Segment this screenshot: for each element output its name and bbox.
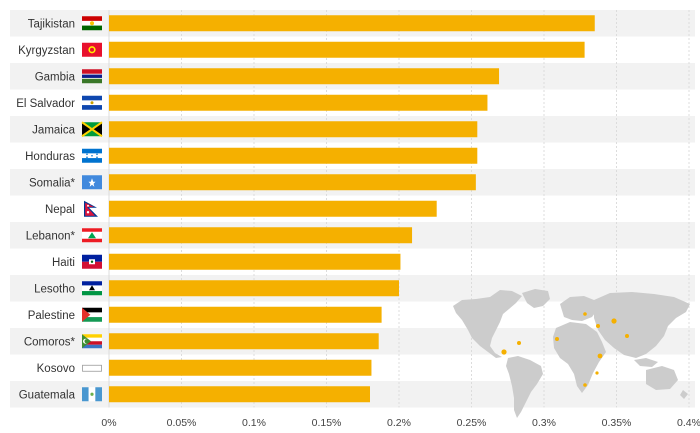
bar <box>109 121 478 138</box>
map-greenland <box>522 289 550 308</box>
bar <box>109 333 379 350</box>
world-map-icon <box>453 289 690 418</box>
bar <box>109 280 399 297</box>
category-label: Tajikistan <box>28 18 75 30</box>
flag-haiti-icon <box>82 254 102 269</box>
x-tick-label: 0.2% <box>387 417 411 429</box>
x-tick-label: 0.35% <box>602 417 632 429</box>
bar <box>109 200 437 217</box>
flag-el-salvador-icon <box>82 95 102 110</box>
category-label: Jamaica <box>32 124 75 136</box>
flag-comoros-icon <box>82 334 102 349</box>
category-label: Guatemala <box>19 389 76 401</box>
flag-lesotho-icon <box>82 281 102 296</box>
map-highlight-gambia <box>555 337 559 341</box>
category-label: Palestine <box>28 310 75 322</box>
flag-kyrgyzstan-icon <box>82 42 102 57</box>
bar <box>109 227 413 244</box>
category-labels: Tajikistan Kyrgyzstan Gambia El Salvador Jam… <box>16 18 75 401</box>
category-label: Kyrgyzstan <box>18 45 75 57</box>
map-highlight-lesotho <box>583 383 587 387</box>
map-highlight-haiti-jamaica <box>517 341 521 345</box>
category-label: Kosovo <box>37 363 75 375</box>
flag-tajikistan-icon <box>82 16 102 31</box>
x-tick-label: 0.3% <box>532 417 556 429</box>
flag-honduras-icon <box>82 148 102 163</box>
map-indonesia <box>634 358 658 367</box>
category-label: Somalia* <box>29 177 76 189</box>
category-label: Lebanon* <box>26 230 76 242</box>
bar <box>109 15 595 32</box>
map-europe <box>560 296 598 321</box>
category-label: Haiti <box>52 257 75 269</box>
bar <box>109 68 500 85</box>
x-tick-label: 0.25% <box>457 417 487 429</box>
x-tick-label: 0.05% <box>167 417 197 429</box>
bar <box>109 306 382 323</box>
flag-guatemala-icon <box>82 387 102 402</box>
bar <box>109 253 401 270</box>
map-highlight-kosovo <box>583 312 587 316</box>
map-new-zealand <box>680 390 688 399</box>
bar <box>109 147 478 164</box>
x-tick-label: 0.1% <box>242 417 266 429</box>
category-label: Gambia <box>35 71 76 83</box>
bars <box>109 15 595 403</box>
map-north-america <box>453 290 522 358</box>
map-highlight-comoros <box>595 371 599 375</box>
category-label: Lesotho <box>34 283 75 295</box>
flag-kosovo-icon <box>82 364 102 372</box>
x-axis-tick-labels: 0% 0.05% 0.1% 0.15% 0.2% 0.25% 0.3% 0.35% 0.4% <box>101 417 700 429</box>
map-highlight-nepal <box>625 334 629 338</box>
bar <box>109 386 370 403</box>
bar <box>109 174 476 191</box>
map-asia <box>594 292 690 358</box>
bar <box>109 359 372 376</box>
category-label: Nepal <box>45 204 75 216</box>
flag-gambia-icon <box>82 69 102 84</box>
flag-nepal-icon <box>84 200 98 217</box>
map-australia <box>646 366 678 390</box>
category-label: Comoros* <box>24 336 76 348</box>
flag-palestine-icon <box>82 307 102 322</box>
bar <box>109 94 488 111</box>
category-label: El Salvador <box>16 98 75 110</box>
map-highlight-lebanon-palestine <box>596 324 600 328</box>
x-tick-label: 0.15% <box>312 417 342 429</box>
flag-jamaica-icon <box>81 121 103 138</box>
map-highlight-central-america <box>501 349 507 355</box>
category-label: Honduras <box>25 151 75 163</box>
bar <box>109 41 585 58</box>
map-highlight-tajikistan-kyrgyzstan <box>611 318 617 324</box>
map-south-america <box>506 356 543 418</box>
flag-lebanon-icon <box>82 228 102 243</box>
flag-somalia-icon <box>82 175 102 190</box>
flags <box>81 16 103 402</box>
x-tick-label: 0.4% <box>677 417 700 429</box>
map-highlight-somalia <box>597 353 603 359</box>
map-africa <box>553 322 606 393</box>
x-tick-label: 0% <box>101 417 116 429</box>
